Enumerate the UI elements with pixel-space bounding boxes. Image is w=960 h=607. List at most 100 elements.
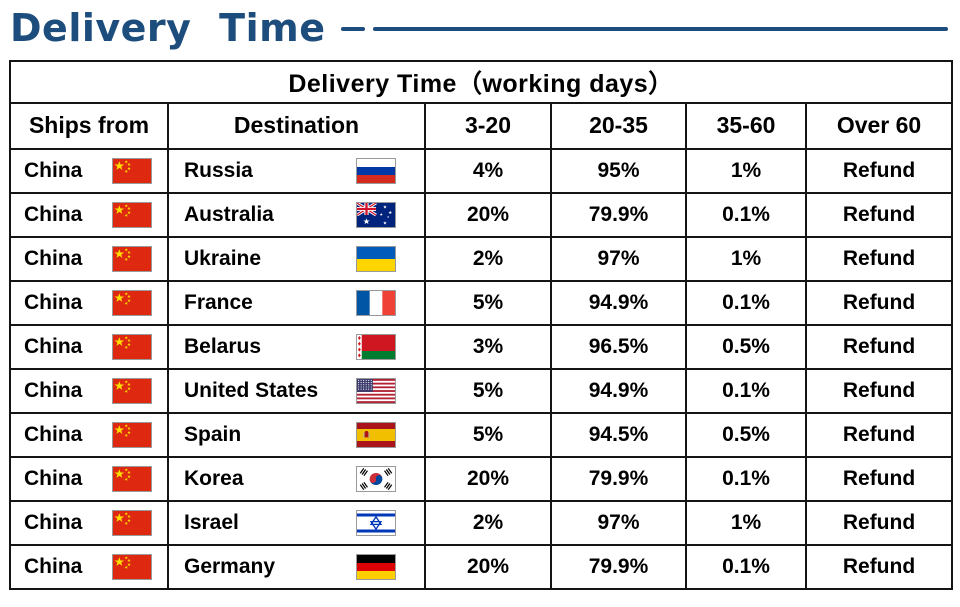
germany-flag-icon xyxy=(356,553,396,580)
table-row: China Australia 20% 79.9% 0.1% Refund xyxy=(9,191,954,238)
delivery-time-table: Delivery Time（working days） Ships from D… xyxy=(8,59,954,590)
israel-flag-icon xyxy=(356,509,396,536)
pct-3-20-cell: 5% xyxy=(424,279,552,326)
belarus-flag-icon xyxy=(356,333,396,360)
china-flag-icon xyxy=(112,377,152,404)
australia-flag-icon xyxy=(356,201,396,228)
table-row: China Ukraine 2% 97% 1% Refund xyxy=(9,235,954,282)
ships-from-label: China xyxy=(24,510,83,534)
over-60-cell: Refund xyxy=(804,455,954,502)
destination-cell: France xyxy=(167,279,426,326)
over-60-cell: Refund xyxy=(804,411,954,458)
destination-cell: Israel xyxy=(167,499,426,546)
page: Delivery Time Delivery Time（working days… xyxy=(0,6,960,607)
pct-35-60-cell: 0.1% xyxy=(685,543,807,590)
destination-cell: Korea xyxy=(167,455,426,502)
header-20-35: 20-35 xyxy=(550,101,687,150)
header-over-60: Over 60 xyxy=(804,101,954,150)
over-60-cell: Refund xyxy=(804,499,954,546)
destination-cell: Belarus xyxy=(167,323,426,370)
ships-from-cell: China xyxy=(9,147,169,194)
china-flag-icon xyxy=(112,333,152,360)
china-flag-icon xyxy=(112,245,152,272)
destination-label: United States xyxy=(184,378,319,402)
pct-35-60-cell: 0.5% xyxy=(685,411,807,458)
header-ships-from: Ships from xyxy=(9,101,169,150)
china-flag-icon xyxy=(112,509,152,536)
china-flag-icon xyxy=(112,289,152,316)
destination-cell: Russia xyxy=(167,147,426,194)
table-row: China Belarus 3% 96.5% 0.5% Refund xyxy=(9,323,954,370)
table-row: China Korea 20% 79.9% 0.1% Refund xyxy=(9,455,954,502)
pct-3-20-cell: 2% xyxy=(424,499,552,546)
table-row: China United States 5% 94.9% 0.1% Refund xyxy=(9,367,954,414)
pct-3-20-cell: 3% xyxy=(424,323,552,370)
over-60-cell: Refund xyxy=(804,191,954,238)
korea-flag-icon xyxy=(356,465,396,492)
pct-3-20-cell: 4% xyxy=(424,147,552,194)
title-rule-decoration xyxy=(373,26,948,31)
china-flag-icon xyxy=(112,201,152,228)
over-60-cell: Refund xyxy=(804,323,954,370)
pct-20-35-cell: 95% xyxy=(550,147,687,194)
ships-from-label: China xyxy=(24,246,83,270)
ships-from-cell: China xyxy=(9,455,169,502)
ships-from-label: China xyxy=(24,158,83,182)
over-60-cell: Refund xyxy=(804,367,954,414)
china-flag-icon xyxy=(112,553,152,580)
ukraine-flag-icon xyxy=(356,245,396,272)
header-35-60: 35-60 xyxy=(685,101,807,150)
ships-from-label: China xyxy=(24,202,83,226)
france-flag-icon xyxy=(356,289,396,316)
over-60-cell: Refund xyxy=(804,235,954,282)
page-header: Delivery Time xyxy=(10,6,948,50)
destination-label: Australia xyxy=(184,202,274,226)
ships-from-label: China xyxy=(24,466,83,490)
title-dash-decoration xyxy=(341,26,366,31)
table-header-row: Ships from Destination 3-20 20-35 35-60 … xyxy=(9,101,954,150)
pct-20-35-cell: 94.5% xyxy=(550,411,687,458)
ships-from-cell: China xyxy=(9,279,169,326)
page-title: Delivery Time xyxy=(10,6,326,50)
spain-flag-icon xyxy=(356,421,396,448)
destination-label: Belarus xyxy=(184,334,262,358)
pct-3-20-cell: 20% xyxy=(424,455,552,502)
destination-cell: Ukraine xyxy=(167,235,426,282)
pct-35-60-cell: 0.1% xyxy=(685,191,807,238)
pct-3-20-cell: 20% xyxy=(424,543,552,590)
pct-35-60-cell: 0.1% xyxy=(685,455,807,502)
destination-label: Germany xyxy=(184,554,276,578)
pct-3-20-cell: 20% xyxy=(424,191,552,238)
ships-from-cell: China xyxy=(9,323,169,370)
table-row: China Russia 4% 95% 1% Refund xyxy=(9,147,954,194)
header-3-20: 3-20 xyxy=(424,101,552,150)
table-caption-row: Delivery Time（working days） xyxy=(8,59,954,104)
pct-20-35-cell: 94.9% xyxy=(550,367,687,414)
pct-20-35-cell: 97% xyxy=(550,235,687,282)
china-flag-icon xyxy=(112,421,152,448)
pct-35-60-cell: 1% xyxy=(685,499,807,546)
ships-from-cell: China xyxy=(9,499,169,546)
pct-20-35-cell: 79.9% xyxy=(550,455,687,502)
destination-label: Israel xyxy=(184,510,239,534)
ships-from-label: China xyxy=(24,290,83,314)
ships-from-label: China xyxy=(24,422,83,446)
over-60-cell: Refund xyxy=(804,543,954,590)
pct-20-35-cell: 96.5% xyxy=(550,323,687,370)
table-row: China Israel 2% 97% 1% Refund xyxy=(9,499,954,546)
table-row: China Germany 20% 79.9% 0.1% Refund xyxy=(9,543,954,590)
pct-3-20-cell: 2% xyxy=(424,235,552,282)
pct-20-35-cell: 79.9% xyxy=(550,191,687,238)
pct-20-35-cell: 97% xyxy=(550,499,687,546)
ships-from-cell: China xyxy=(9,543,169,590)
table-title: Delivery Time（working days） xyxy=(8,59,954,104)
destination-label: Spain xyxy=(184,422,242,446)
pct-3-20-cell: 5% xyxy=(424,367,552,414)
destination-cell: Germany xyxy=(167,543,426,590)
china-flag-icon xyxy=(112,465,152,492)
ships-from-label: China xyxy=(24,378,83,402)
pct-20-35-cell: 94.9% xyxy=(550,279,687,326)
pct-20-35-cell: 79.9% xyxy=(550,543,687,590)
destination-label: Ukraine xyxy=(184,246,262,270)
ships-from-label: China xyxy=(24,554,83,578)
